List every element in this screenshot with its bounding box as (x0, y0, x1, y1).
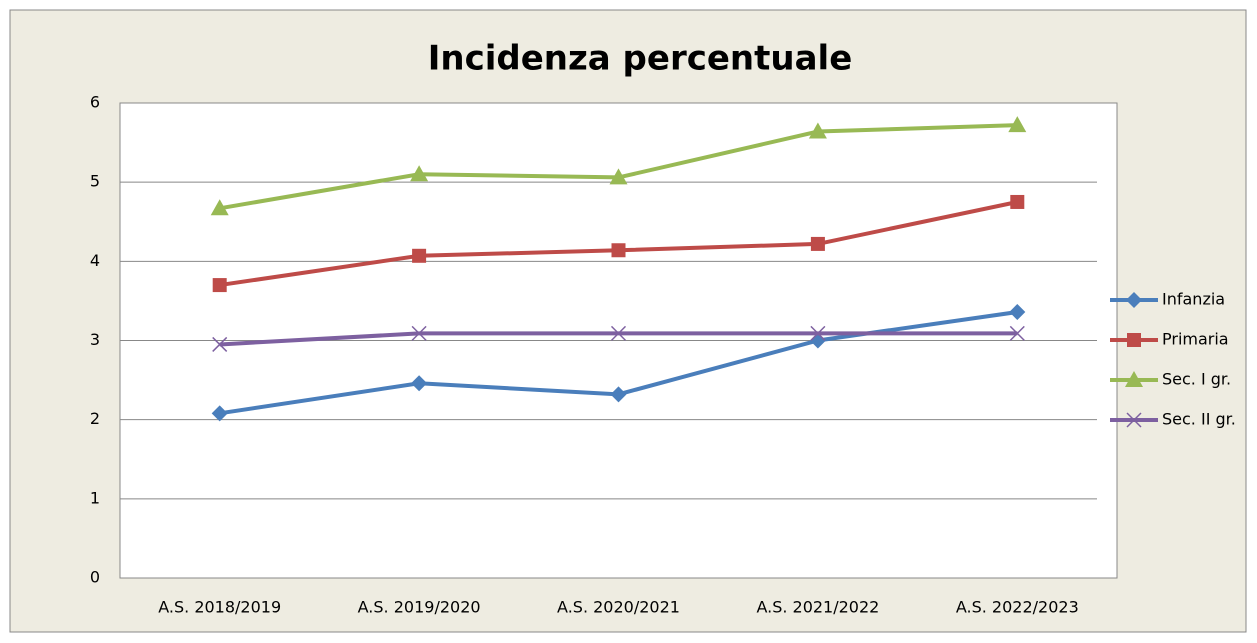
marker (1126, 292, 1142, 308)
y-tick-label: 5 (90, 172, 100, 191)
marker (1008, 116, 1027, 133)
marker (410, 165, 429, 182)
marker (609, 168, 628, 185)
legend-label: Sec. II gr. (1162, 410, 1236, 429)
x-tick-label: A.S. 2022/2023 (956, 598, 1079, 617)
marker (1125, 371, 1143, 387)
marker (210, 199, 229, 216)
marker (810, 325, 826, 341)
x-tick-label: A.S. 2018/2019 (158, 598, 281, 617)
marker (1010, 194, 1025, 209)
y-tick-label: 4 (90, 251, 100, 270)
marker (1009, 325, 1025, 341)
marker (610, 386, 627, 403)
marker (610, 325, 627, 341)
y-tick-label: 3 (90, 330, 100, 349)
legend-label: Infanzia (1162, 290, 1225, 309)
marker (1009, 304, 1026, 320)
chart-title: Incidenza percentuale (428, 39, 853, 79)
marker (1127, 333, 1141, 347)
marker (212, 278, 227, 293)
y-tick-label: 6 (90, 93, 100, 112)
marker (808, 122, 827, 139)
marker (412, 248, 427, 263)
x-tick-label: A.S. 2020/2021 (557, 598, 680, 617)
y-tick-label: 1 (90, 488, 100, 507)
x-tick-label: A.S. 2019/2020 (358, 598, 481, 617)
marker (411, 375, 428, 392)
marker (810, 236, 825, 251)
marker (411, 325, 427, 341)
y-tick-label: 0 (90, 568, 100, 587)
x-tick-label: A.S. 2021/2022 (756, 598, 879, 617)
marker (611, 243, 626, 258)
legend-label: Primaria (1162, 330, 1229, 349)
marker (211, 405, 228, 422)
marker (212, 336, 228, 352)
y-tick-label: 2 (90, 409, 100, 428)
legend-label: Sec. I gr. (1162, 370, 1231, 389)
marker (1126, 412, 1142, 428)
